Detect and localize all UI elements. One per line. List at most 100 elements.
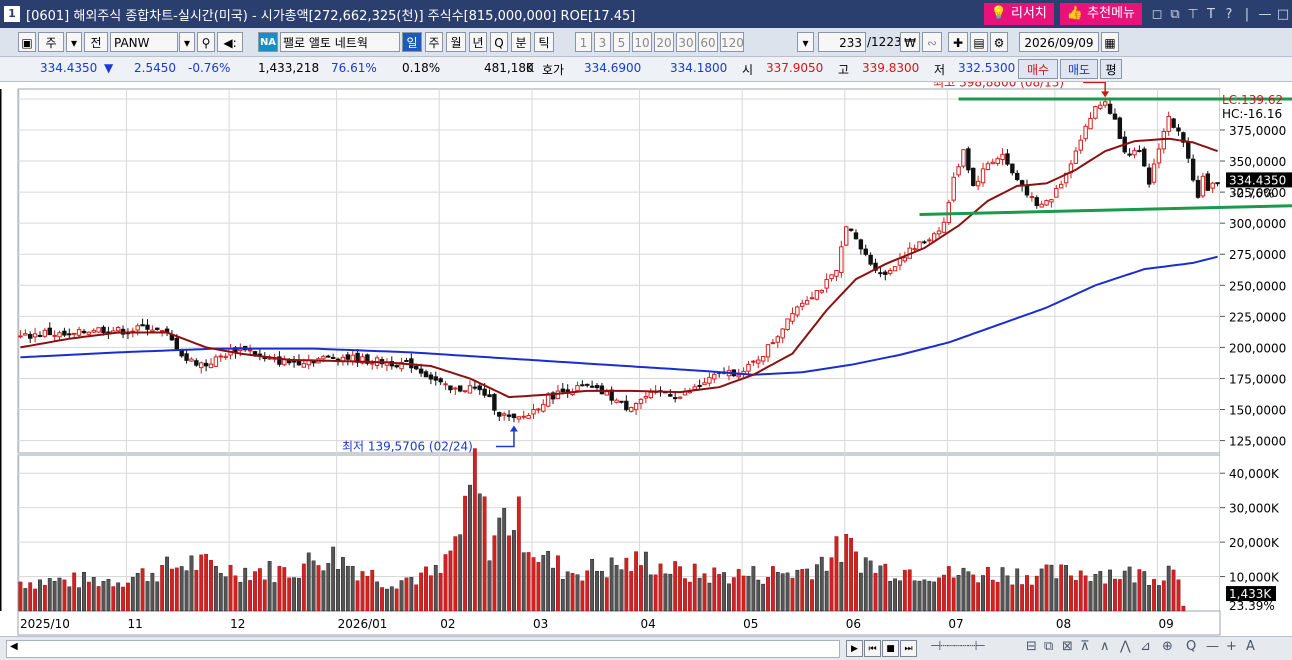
volume-bar (630, 571, 633, 611)
window-restore-icon[interactable]: ◻ (1148, 7, 1166, 22)
volume-bar (1050, 565, 1053, 611)
sell-button[interactable]: 매도 (1060, 59, 1098, 79)
window-font-icon[interactable]: T (1202, 7, 1220, 22)
volume-bar (546, 551, 549, 611)
currency-icon[interactable]: ₩ (900, 32, 920, 52)
interval-button[interactable]: 3 (594, 32, 611, 52)
window-minimize-icon[interactable]: — (1256, 7, 1274, 22)
crosshair-icon[interactable]: ✚ (948, 32, 968, 52)
na-badge[interactable]: NA (258, 32, 278, 52)
window-copy-icon[interactable]: ⧉ (1166, 7, 1184, 22)
mode1-select[interactable]: 주 (38, 32, 64, 52)
tool-lock-icon[interactable]: ⊕ (1162, 639, 1173, 654)
x-axis-band (18, 611, 1220, 635)
volume-bar (713, 568, 716, 611)
zoom-in-icon[interactable]: + (1226, 639, 1237, 654)
period-button[interactable]: 일 (402, 32, 422, 52)
candle-body (458, 386, 461, 391)
gear-icon[interactable]: ⚙ (990, 32, 1008, 52)
candle-body (698, 385, 701, 386)
research-button[interactable]: 💡 리서치 (984, 3, 1054, 25)
volume-bar (97, 586, 100, 611)
sound-icon[interactable]: ◀: (217, 32, 243, 52)
search-icon[interactable]: ⚲ (197, 32, 215, 52)
volume-bar (932, 582, 935, 611)
date-input[interactable]: 2026/09/09 (1019, 32, 1099, 52)
mode1-dropdown-icon[interactable]: ▾ (66, 32, 82, 52)
candle-body (493, 394, 496, 410)
zoom-out-icon[interactable]: — (1206, 639, 1219, 654)
tool-window-icon[interactable]: ⧉ (1044, 639, 1053, 654)
volume-bar (141, 569, 144, 611)
volume-bar (781, 574, 784, 611)
calendar-icon[interactable]: ▦ (1101, 32, 1119, 52)
window-help-icon[interactable]: ? (1220, 7, 1238, 22)
play-icon[interactable]: ▶ (846, 640, 863, 657)
tool-peak-icon[interactable]: ∧ (1100, 639, 1110, 654)
tool-wave-icon[interactable]: ⋀ (1120, 639, 1131, 654)
x-tick-label: 11 (127, 617, 142, 631)
interval-button[interactable]: 60 (698, 32, 718, 52)
candle-body (1191, 159, 1194, 180)
volume-bar (1118, 579, 1121, 611)
candle-body (1006, 154, 1009, 164)
interval-button[interactable]: 5 (613, 32, 630, 52)
period-button[interactable]: 틱 (534, 32, 554, 52)
tool-box-icon[interactable]: ⊠ (1062, 639, 1073, 654)
candle-body (590, 386, 593, 387)
layout-icon[interactable]: ▣ (18, 32, 36, 52)
window-pin-icon[interactable]: ⊤ (1184, 7, 1202, 22)
volume-bar (219, 573, 222, 611)
candle-body (1045, 201, 1048, 205)
interval-dropdown-icon[interactable]: ▾ (797, 32, 814, 52)
count-input[interactable]: 233 (818, 32, 866, 52)
window-maximize-icon[interactable]: □ (1274, 7, 1292, 22)
chart-scrollbar[interactable]: ◀ (6, 640, 840, 658)
volume-bar (542, 555, 545, 611)
rewind-icon[interactable]: ⏮ (864, 640, 881, 657)
buy-button[interactable]: 매수 (1018, 59, 1058, 79)
candle-body (820, 290, 823, 292)
interval-button[interactable]: 20 (654, 32, 674, 52)
candle-body (815, 291, 818, 300)
candle-body (102, 327, 105, 332)
stop-icon[interactable]: ■ (882, 640, 899, 657)
volume-bar (429, 576, 432, 611)
interval-button[interactable]: 120 (720, 32, 744, 52)
period-button[interactable]: 년 (469, 32, 487, 52)
tool-split-icon[interactable]: ⊟ (1026, 639, 1037, 654)
period-button[interactable]: 월 (446, 32, 466, 52)
interval-button[interactable]: 30 (676, 32, 696, 52)
forward-icon[interactable]: ⏭ (900, 640, 917, 657)
x-tick-label: 02 (440, 617, 455, 631)
auto-scale-icon[interactable]: A (1246, 639, 1255, 654)
interval-button[interactable]: 1 (575, 32, 592, 52)
ticker-dropdown-icon[interactable]: ▾ (179, 32, 195, 52)
mode2-button[interactable]: 전 (84, 32, 108, 52)
candle-body (771, 343, 774, 344)
period-button[interactable]: 주 (425, 32, 443, 52)
ticker-input[interactable]: PANW (110, 32, 178, 52)
tool-angle-icon[interactable]: ⊿ (1140, 639, 1151, 654)
volume-bar (1006, 576, 1009, 611)
period-button[interactable]: 분 (511, 32, 531, 52)
zoom-search-icon[interactable]: Q (1186, 639, 1196, 654)
save-icon[interactable]: ▤ (970, 32, 988, 52)
tool-line-icon[interactable]: ⊼ (1080, 639, 1090, 654)
volume-bar (1182, 606, 1185, 611)
volume-bar (537, 562, 540, 611)
candle-body (786, 319, 789, 330)
candle-body (673, 398, 676, 399)
scroll-left-icon[interactable]: ◀ (10, 641, 18, 652)
volume-bar (346, 566, 349, 611)
candle-body (1016, 173, 1019, 179)
interval-button[interactable]: 10 (632, 32, 652, 52)
x-tick-label: 09 (1158, 617, 1173, 631)
period-button[interactable]: Q (490, 32, 508, 52)
zoom-slider[interactable]: ⊣┈┈┈┈┈⊢ (930, 639, 985, 654)
eval-button[interactable]: 평 (1100, 59, 1122, 79)
compare-icon[interactable]: ∾ (922, 32, 942, 52)
recommend-menu-button[interactable]: 👍 추천메뉴 (1060, 3, 1142, 25)
